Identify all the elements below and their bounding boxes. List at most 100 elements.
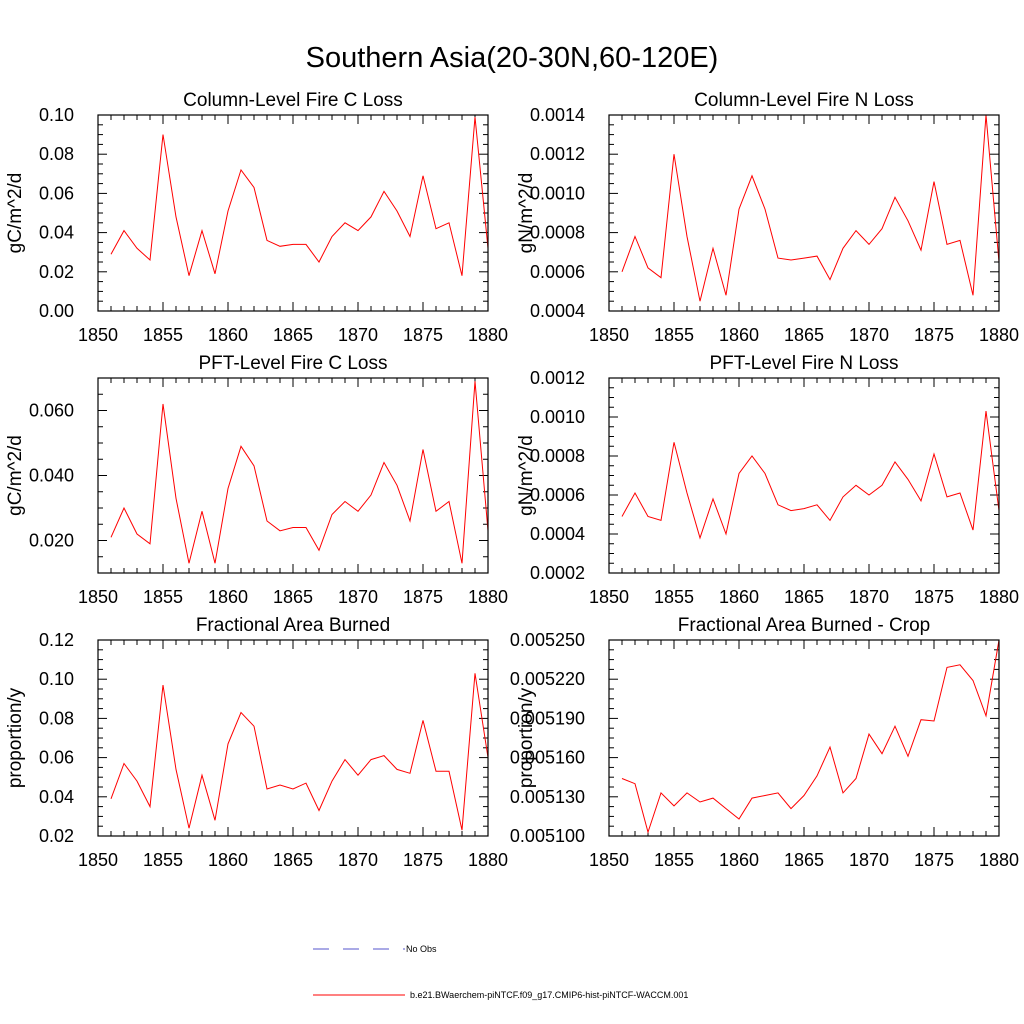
- plot-frame: [97, 377, 489, 574]
- x-tick-label: 1855: [143, 325, 183, 345]
- x-tick-label: 1880: [979, 850, 1019, 870]
- y-tick-label: 0.005160: [510, 748, 585, 768]
- y-axis-label: gN/m^2/d: [516, 435, 537, 516]
- x-tick-label: 1865: [784, 325, 824, 345]
- chart-panel: PFT-Level Fire N Loss gN/m^2/d 1850 1855 186…: [516, 353, 1019, 607]
- y-tick-label: 0.0008: [530, 223, 585, 243]
- x-tick-label: 1875: [914, 850, 954, 870]
- x-tick-label: 1855: [654, 587, 694, 607]
- y-tick-label: 0.0006: [530, 262, 585, 282]
- plot-frame: [608, 377, 1000, 574]
- x-tick-label: 1860: [208, 850, 248, 870]
- y-axis-label: gC/m^2/d: [5, 435, 26, 516]
- x-tick-label: 1870: [849, 850, 889, 870]
- y-tick-label: 0.04: [39, 787, 74, 807]
- plot-frame: [608, 639, 1000, 837]
- y-tick-label: 0.10: [39, 669, 74, 689]
- chart-panel: PFT-Level Fire C Loss gC/m^2/d 1850 1855 186…: [5, 353, 508, 607]
- panel-title: Fractional Area Burned: [196, 615, 390, 636]
- x-tick-label: 1850: [589, 587, 629, 607]
- x-tick-label: 1850: [589, 850, 629, 870]
- x-tick-label: 1875: [403, 587, 443, 607]
- y-tick-label: 0.040: [29, 466, 74, 486]
- x-tick-label: 1855: [654, 325, 694, 345]
- series-line: [621, 115, 999, 302]
- y-tick-label: 0.0008: [530, 446, 585, 466]
- y-tick-label: 0.005100: [510, 826, 585, 846]
- y-tick-label: 0.06: [39, 748, 74, 768]
- series-line: [110, 116, 488, 276]
- y-tick-label: 0.06: [39, 183, 74, 203]
- chart-panel: Column-Level Fire N Loss gN/m^2/d 1850 1855…: [516, 90, 1019, 345]
- plot-frame: [608, 114, 1000, 312]
- y-tick-label: 0.0012: [530, 144, 585, 164]
- y-axis-label: proportion/y: [516, 687, 537, 788]
- series-line: [110, 673, 488, 831]
- y-tick-label: 0.005130: [510, 787, 585, 807]
- x-tick-label: 1860: [208, 587, 248, 607]
- x-tick-label: 1855: [143, 850, 183, 870]
- chart-panel: Fractional Area Burned proportion/y 1850 18…: [5, 615, 508, 870]
- series-line: [110, 381, 488, 564]
- x-tick-label: 1850: [78, 325, 118, 345]
- panel-title: PFT-Level Fire N Loss: [710, 353, 899, 374]
- x-tick-label: 1880: [468, 587, 508, 607]
- y-tick-label: 0.0004: [530, 524, 585, 544]
- y-tick-label: 0.060: [29, 401, 74, 421]
- x-tick-label: 1870: [849, 587, 889, 607]
- chart-panel: Column-Level Fire C Loss gC/m^2/d 1850 1855…: [5, 90, 508, 345]
- x-tick-label: 1880: [979, 587, 1019, 607]
- legend-label-no-obs: No Obs: [406, 944, 437, 954]
- panel-title: PFT-Level Fire C Loss: [199, 353, 388, 374]
- x-tick-label: 1860: [719, 850, 759, 870]
- y-axis-label: gN/m^2/d: [516, 173, 537, 254]
- legend-label-model-run: b.e21.BWaerchem-piNTCF.f09_g17.CMIP6-his…: [410, 990, 688, 1000]
- x-tick-label: 1865: [784, 850, 824, 870]
- plot-frame: [97, 639, 489, 837]
- y-tick-label: 0.005220: [510, 669, 585, 689]
- y-tick-label: 0.020: [29, 531, 74, 551]
- panel-title: Column-Level Fire C Loss: [183, 90, 403, 111]
- panel-title: Column-Level Fire N Loss: [694, 90, 914, 111]
- y-tick-label: 0.0014: [530, 105, 585, 125]
- x-tick-label: 1875: [914, 325, 954, 345]
- panel-title: Fractional Area Burned - Crop: [678, 615, 930, 636]
- y-axis-label: proportion/y: [5, 687, 26, 788]
- x-tick-label: 1855: [143, 587, 183, 607]
- y-tick-label: 0.0004: [530, 301, 585, 321]
- y-axis-label: gC/m^2/d: [5, 173, 26, 254]
- y-tick-label: 0.12: [39, 630, 74, 650]
- x-tick-label: 1860: [719, 325, 759, 345]
- x-tick-label: 1850: [589, 325, 629, 345]
- plot-frame: [97, 114, 489, 312]
- y-tick-label: 0.02: [39, 262, 74, 282]
- x-tick-label: 1870: [338, 587, 378, 607]
- x-tick-label: 1875: [403, 325, 443, 345]
- y-tick-label: 0.005250: [510, 630, 585, 650]
- series-line: [621, 411, 999, 540]
- x-tick-label: 1860: [719, 587, 759, 607]
- y-tick-label: 0.0012: [530, 368, 585, 388]
- x-tick-label: 1865: [784, 587, 824, 607]
- x-tick-label: 1860: [208, 325, 248, 345]
- chart-panel: Fractional Area Burned - Crop proportion/…: [510, 615, 1019, 870]
- chart-panels: Column-Level Fire C Loss gC/m^2/d 1850 1855…: [5, 90, 1019, 870]
- x-tick-label: 1855: [654, 850, 694, 870]
- y-tick-label: 0.04: [39, 223, 74, 243]
- x-tick-label: 1880: [979, 325, 1019, 345]
- x-tick-label: 1880: [468, 325, 508, 345]
- figure-title: Southern Asia(20-30N,60-120E): [306, 42, 719, 74]
- x-tick-label: 1870: [338, 850, 378, 870]
- y-tick-label: 0.0006: [530, 485, 585, 505]
- x-tick-label: 1870: [849, 325, 889, 345]
- series-line: [621, 640, 999, 834]
- x-tick-label: 1865: [273, 587, 313, 607]
- y-tick-label: 0.005190: [510, 708, 585, 728]
- x-tick-label: 1875: [914, 587, 954, 607]
- x-tick-label: 1850: [78, 850, 118, 870]
- y-tick-label: 0.0010: [530, 407, 585, 427]
- legend: No Obs b.e21.BWaerchem-piNTCF.f09_g17.CM…: [313, 944, 688, 1000]
- x-tick-label: 1850: [78, 587, 118, 607]
- x-tick-label: 1875: [403, 850, 443, 870]
